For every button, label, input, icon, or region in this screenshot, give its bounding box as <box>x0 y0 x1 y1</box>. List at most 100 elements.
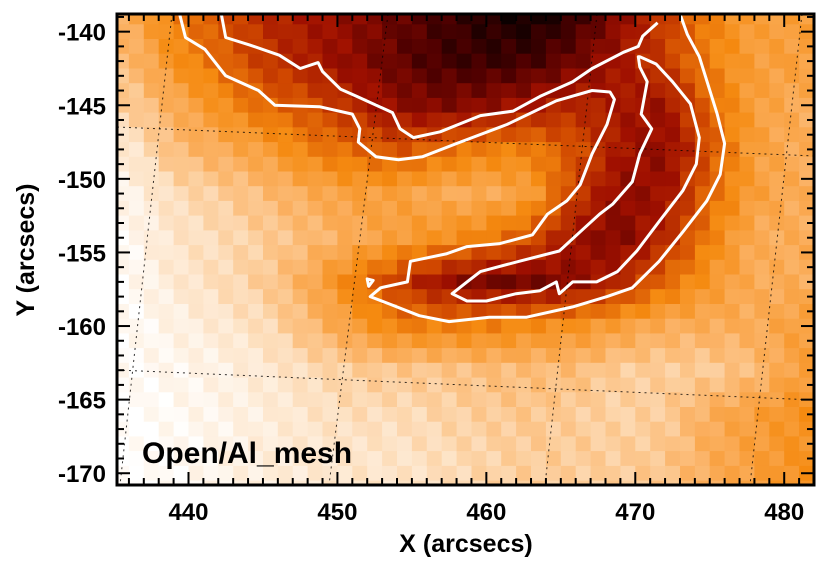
heatmap-cell <box>441 465 458 482</box>
heatmap-cell <box>173 112 190 128</box>
heatmap-cell <box>411 68 428 84</box>
heatmap-cell <box>188 333 204 349</box>
heatmap-cell <box>426 215 443 231</box>
heatmap-cell <box>292 407 309 423</box>
heatmap-cell <box>560 245 577 261</box>
heatmap-cell <box>680 112 696 128</box>
heatmap-cell <box>635 348 651 364</box>
heatmap-cell <box>263 53 279 69</box>
heatmap-cell <box>352 230 368 246</box>
heatmap-cell <box>248 186 264 202</box>
heatmap-cell <box>531 68 547 84</box>
heatmap-cell <box>635 230 651 246</box>
heatmap-cell <box>203 186 219 202</box>
heatmap-cell <box>382 333 398 349</box>
heatmap-cell <box>754 377 770 393</box>
heatmap-cell <box>635 304 651 320</box>
heatmap-cell <box>158 186 175 202</box>
heatmap-cell <box>411 24 428 40</box>
heatmap-cell <box>680 451 696 467</box>
heatmap-cell <box>486 465 502 482</box>
heatmap-cell <box>367 112 383 128</box>
heatmap-cell <box>322 333 338 349</box>
heatmap-cell <box>799 436 814 452</box>
heatmap-cell <box>203 259 219 276</box>
heatmap-cell <box>486 112 502 128</box>
heatmap-cell <box>292 83 309 99</box>
heatmap-cell <box>218 377 234 393</box>
heatmap-cell <box>501 171 517 187</box>
heatmap-cell <box>545 171 562 187</box>
heatmap-cell <box>814 216 830 231</box>
heatmap-cell <box>784 465 800 482</box>
heatmap-cell <box>263 171 279 187</box>
heatmap-cell <box>784 289 800 305</box>
heatmap-cell <box>471 53 487 69</box>
heatmap-cell <box>292 171 309 187</box>
heatmap-cell <box>486 156 502 173</box>
heatmap-cell <box>143 451 160 467</box>
heatmap-cell <box>263 83 279 99</box>
heatmap-cell <box>397 318 413 334</box>
heatmap-cell <box>560 274 577 290</box>
heatmap-cell <box>218 348 234 364</box>
heatmap-cell <box>769 127 785 143</box>
heatmap-cell <box>158 259 175 276</box>
heatmap-cell <box>769 289 785 305</box>
heatmap-cell <box>754 245 770 261</box>
heatmap-cell <box>128 112 145 128</box>
heatmap-cell <box>367 171 383 187</box>
heatmap-cell <box>352 421 368 437</box>
heatmap-cell <box>545 421 562 437</box>
grid-line <box>117 369 814 401</box>
heatmap-cell <box>456 68 473 84</box>
heatmap-cell <box>769 215 785 231</box>
heatmap-cell <box>784 112 800 128</box>
heatmap-cell <box>814 98 830 113</box>
heatmap-cell <box>814 245 830 260</box>
heatmap-cell <box>263 436 279 452</box>
heatmap-cell <box>203 362 219 379</box>
heatmap-cell <box>188 127 204 143</box>
heatmap-cell <box>545 436 562 452</box>
heatmap-cell <box>754 318 770 334</box>
heatmap-cell <box>590 14 607 25</box>
heatmap-cell <box>709 200 726 217</box>
heatmap-cell <box>501 421 517 437</box>
heatmap-cell <box>188 24 204 40</box>
heatmap-cell <box>307 333 324 349</box>
heatmap-cell <box>545 259 562 276</box>
heatmap-cell <box>188 274 204 290</box>
heatmap-cell <box>143 156 160 173</box>
heatmap-cell <box>173 97 190 114</box>
heatmap-cell <box>531 171 547 187</box>
heatmap-cell <box>799 83 814 99</box>
heatmap-cell <box>724 421 741 437</box>
heatmap-cell <box>650 39 666 55</box>
heatmap-cell <box>203 68 219 84</box>
heatmap-cell <box>486 200 502 217</box>
heatmap-cell <box>709 289 726 305</box>
heatmap-cell <box>769 318 785 334</box>
heatmap-cell <box>128 39 145 55</box>
heatmap-cell <box>128 171 145 187</box>
heatmap-cell <box>203 407 219 423</box>
heatmap-cell <box>769 14 785 25</box>
heatmap-cell <box>143 377 160 393</box>
heatmap-cell <box>173 215 190 231</box>
heatmap-cell <box>724 142 741 158</box>
heatmap-cell <box>352 186 368 202</box>
heatmap-cell <box>203 97 219 114</box>
heatmap-cell <box>635 289 651 305</box>
heatmap-cell <box>665 333 681 349</box>
heatmap-cell <box>117 480 130 485</box>
heatmap-cell <box>575 392 592 408</box>
heatmap-cell <box>456 465 473 482</box>
heatmap-cell <box>486 304 502 320</box>
heatmap-cell <box>754 142 770 158</box>
heatmap-cell <box>352 289 368 305</box>
heatmap-cell <box>590 407 607 423</box>
heatmap-cell <box>739 451 755 467</box>
heatmap-cell <box>814 24 830 39</box>
heatmap-cell <box>560 186 577 202</box>
